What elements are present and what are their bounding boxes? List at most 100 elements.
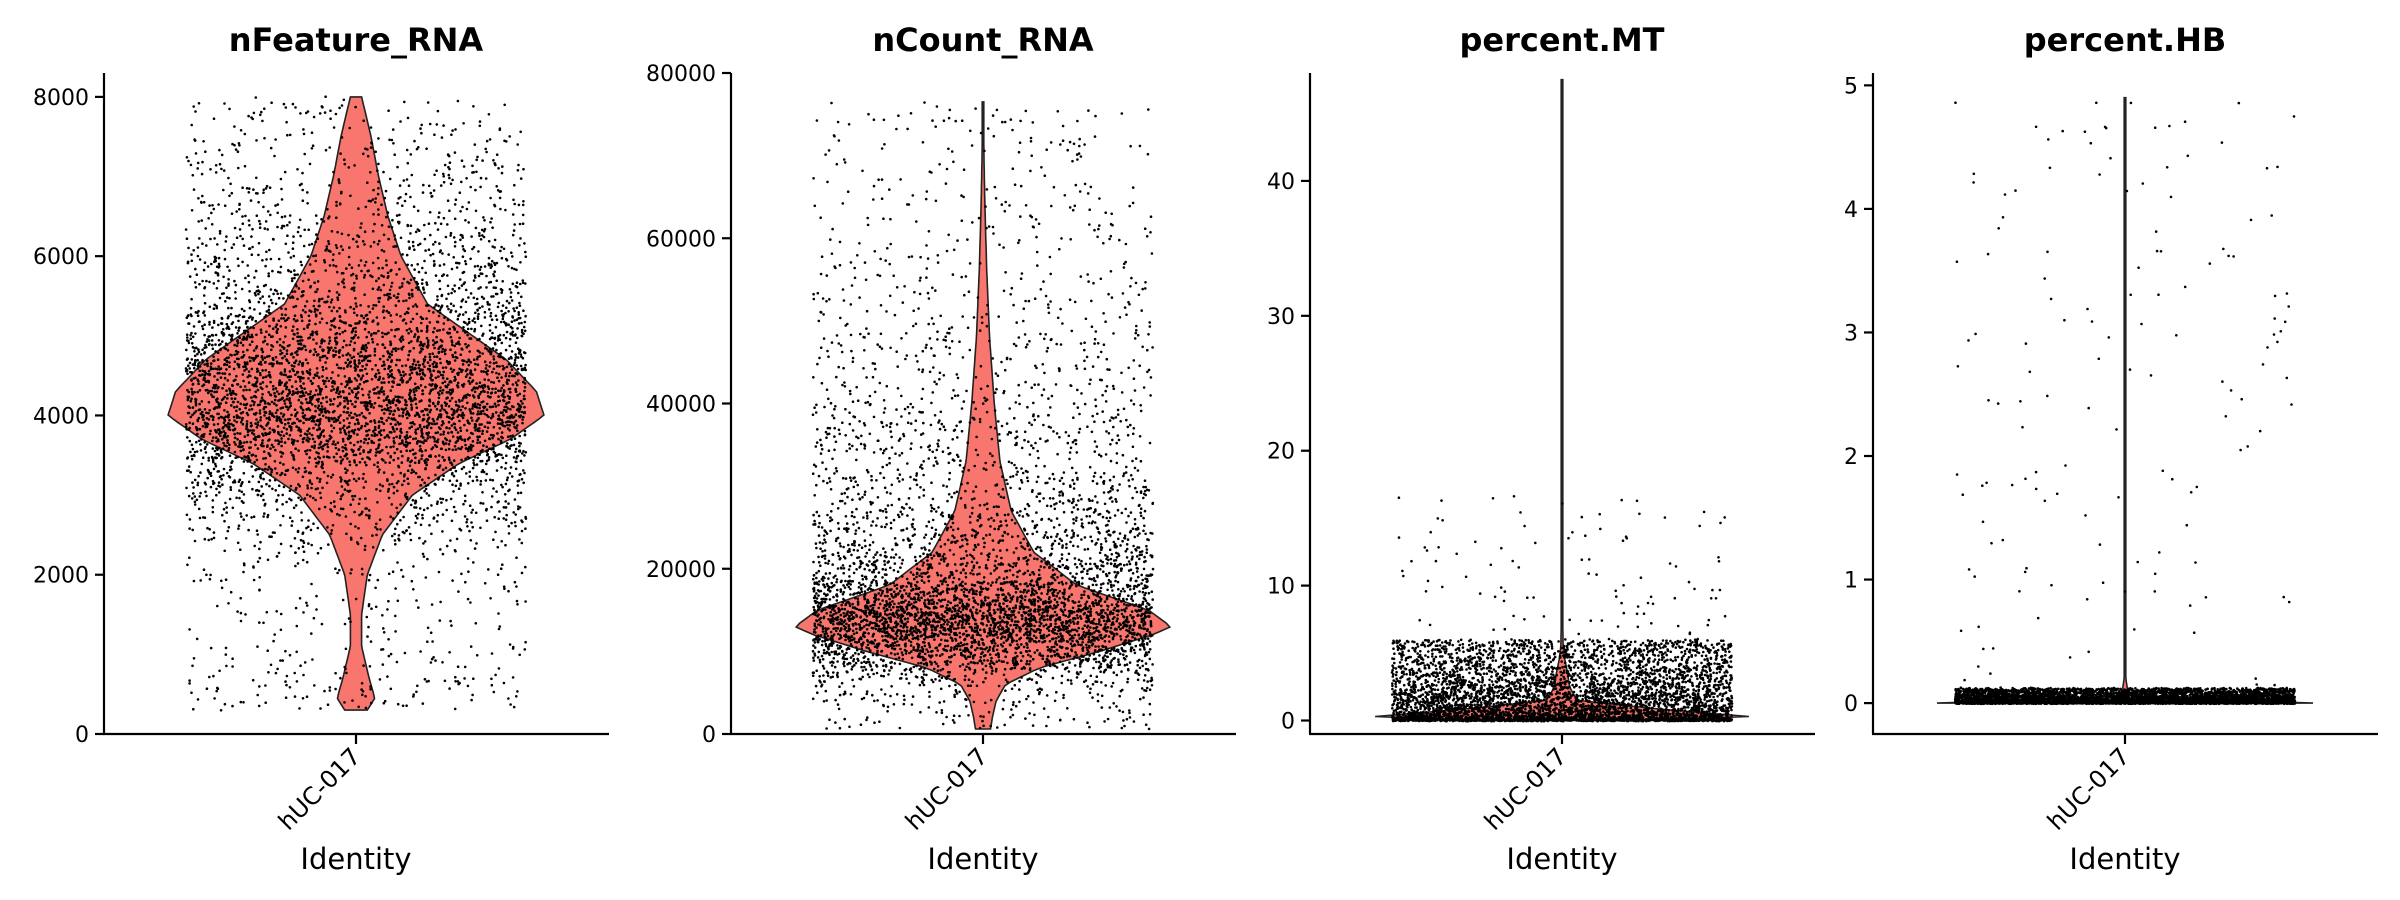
cell-point — [218, 229, 222, 233]
cell-point — [409, 224, 413, 227]
cell-point — [436, 329, 439, 333]
cell-point — [502, 517, 506, 520]
cell-point — [513, 202, 516, 206]
cell-point — [320, 410, 324, 414]
cell-point — [287, 421, 290, 425]
cell-point — [434, 659, 437, 662]
cell-point — [262, 450, 266, 454]
cell-point — [352, 286, 356, 290]
cell-point — [500, 453, 503, 457]
cell-point — [296, 353, 299, 357]
cell-point — [477, 312, 480, 316]
cell-point — [193, 391, 196, 394]
cell-point — [269, 257, 273, 261]
cell-point — [496, 573, 500, 576]
cell-point — [316, 308, 319, 312]
cell-point — [216, 448, 219, 452]
cell-point — [351, 699, 354, 702]
cell-point — [471, 419, 474, 422]
cell-point — [280, 362, 284, 365]
cell-point — [319, 707, 322, 710]
cell-point — [523, 433, 527, 437]
cell-point — [274, 448, 277, 452]
cell-point — [392, 294, 396, 298]
cell-point — [433, 133, 436, 136]
cell-point — [368, 310, 372, 314]
cell-point — [388, 412, 392, 416]
cell-point — [453, 284, 457, 287]
cell-point — [435, 123, 439, 126]
cell-point — [370, 378, 374, 381]
cell-point — [213, 359, 216, 362]
cell-point — [278, 362, 282, 365]
cell-point — [252, 349, 256, 352]
cell-point — [423, 481, 426, 485]
cell-point — [504, 409, 508, 412]
cell-point — [473, 390, 477, 394]
cell-point — [236, 438, 239, 441]
cell-point — [417, 606, 420, 609]
cell-point — [216, 470, 219, 473]
cell-point — [361, 693, 364, 697]
cell-point — [348, 392, 351, 396]
cell-point — [239, 129, 243, 132]
cell-point — [307, 323, 311, 326]
cell-point — [318, 112, 322, 115]
cell-point — [246, 326, 249, 329]
cell-point — [217, 454, 221, 457]
cell-point — [339, 245, 343, 248]
cell-point — [294, 373, 297, 377]
cell-point — [394, 614, 397, 618]
cell-point — [516, 429, 519, 433]
cell-point — [339, 431, 342, 434]
cell-point — [201, 160, 204, 164]
cell-point — [426, 640, 429, 643]
cell-point — [368, 428, 371, 432]
cell-point — [493, 270, 497, 274]
cell-point — [479, 185, 482, 189]
cell-point — [219, 474, 223, 478]
cell-point — [463, 439, 467, 443]
cell-point — [501, 165, 504, 168]
cell-point — [188, 556, 191, 559]
cell-point — [351, 498, 355, 501]
cell-point — [221, 328, 225, 331]
cell-point — [478, 381, 482, 385]
cell-point — [307, 427, 311, 431]
cell-point — [449, 302, 453, 306]
cell-point — [387, 638, 390, 641]
cell-point — [332, 170, 335, 174]
cell-point — [387, 275, 390, 278]
cell-point — [382, 233, 386, 237]
cell-point — [419, 523, 423, 527]
cell-point — [210, 262, 213, 266]
cell-point — [371, 340, 375, 344]
cell-point — [393, 234, 397, 237]
cell-point — [412, 437, 415, 441]
cell-point — [249, 424, 253, 428]
cell-point — [323, 407, 327, 410]
cell-point — [293, 273, 297, 277]
cell-point — [435, 355, 439, 359]
cell-point — [375, 316, 379, 319]
cell-point — [366, 422, 369, 426]
cell-point — [486, 303, 490, 306]
cell-point — [222, 430, 226, 433]
cell-point — [187, 322, 190, 325]
cell-point — [514, 284, 518, 288]
cell-point — [308, 432, 312, 435]
cell-point — [256, 447, 260, 450]
cell-point — [481, 386, 485, 390]
cell-point — [295, 680, 299, 683]
cell-point — [237, 527, 240, 530]
cell-point — [505, 365, 509, 369]
cell-point — [256, 388, 260, 392]
cell-point — [507, 524, 511, 528]
cell-point — [367, 341, 370, 345]
cell-point — [226, 349, 230, 352]
cell-point — [321, 375, 324, 378]
cell-point — [238, 489, 241, 492]
cell-point — [482, 370, 486, 373]
cell-point — [400, 431, 403, 434]
cell-point — [497, 667, 501, 670]
